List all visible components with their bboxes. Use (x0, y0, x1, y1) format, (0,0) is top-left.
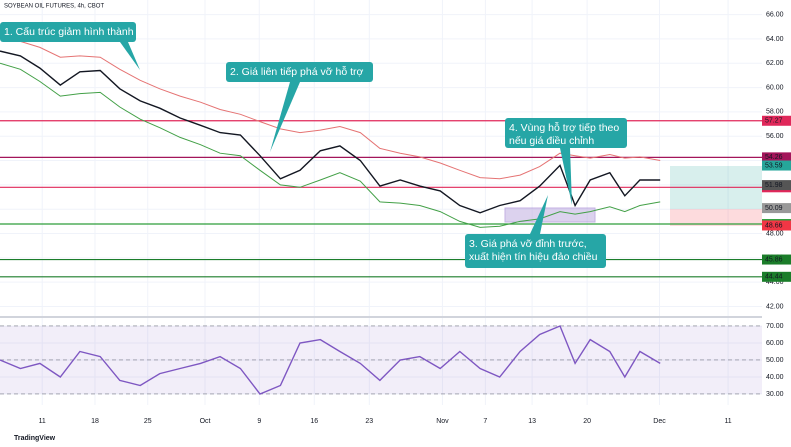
annotation-pointer (270, 82, 300, 152)
y-tick-label: 62.00 (766, 60, 784, 67)
x-tick-label: 20 (583, 418, 591, 425)
level-label-box (762, 115, 791, 126)
level-label: 44.44 (765, 274, 783, 281)
price-label: 51.98 (765, 182, 783, 189)
x-tick-label: 9 (257, 418, 261, 425)
price-label-box (762, 203, 791, 214)
series-line (0, 62, 661, 228)
x-tick-label: 18 (91, 418, 99, 425)
annotations: 1. Cấu trúc giảm hình thành 2. Giá liên t… (0, 22, 627, 268)
series-line (0, 50, 661, 214)
y-tick-label: 60.00 (766, 84, 784, 91)
level-label-box (762, 254, 791, 265)
price-label-box (762, 220, 791, 231)
annotation-text: xuất hiện tín hiệu đảo chiều (469, 251, 598, 263)
x-tick-label: Oct (200, 418, 211, 425)
price-label-box (762, 160, 791, 171)
price-label: 50.09 (765, 205, 783, 212)
y-tick-label: 30.00 (766, 391, 784, 398)
x-tick-label: 23 (365, 418, 373, 425)
y-tick-label: 40.00 (766, 374, 784, 381)
x-tick-label: 16 (310, 418, 318, 425)
x-tick-label: 13 (528, 418, 536, 425)
annotation-box (0, 22, 136, 42)
annotation-text: 3. Giá phá vỡ đỉnh trước, (469, 238, 587, 250)
level-label: 45.86 (765, 256, 783, 263)
level-label: 54.26 (765, 154, 783, 161)
stop-zone (670, 209, 762, 226)
annotation-box (505, 118, 627, 148)
annotation-pointer (120, 42, 140, 70)
level-label-box (762, 152, 791, 163)
annotation-text: nếu giá điều chỉnh (509, 135, 594, 147)
y-tick-label: 48.00 (766, 230, 784, 237)
level-label: 57.27 (765, 118, 783, 125)
annotation-box (465, 234, 606, 268)
annotation-text: 1. Cấu trúc giảm hình thành (4, 26, 134, 38)
x-tick-label: 11 (724, 418, 731, 425)
annotation-pointer (560, 148, 572, 205)
logo: TradingView (14, 435, 56, 442)
x-tick-label: Nov (436, 418, 449, 425)
y-tick-label: 64.00 (766, 36, 784, 43)
x-tick-label: Dec (653, 418, 666, 425)
series-line (0, 325, 661, 395)
y-tick-label: 50.00 (766, 357, 784, 364)
price-label: 53.59 (765, 162, 783, 169)
annotation-box (226, 62, 373, 82)
y-tick-label: 58.00 (766, 109, 784, 116)
y-tick-label: 42.00 (766, 303, 784, 310)
annotation-text: 2. Giá liên tiếp phá vỡ hỗ trợ (230, 65, 364, 78)
price-label: 48.66 (765, 222, 783, 229)
annotation-text: 4. Vùng hỗ trợ tiếp theo (509, 121, 619, 134)
x-tick-label: 7 (483, 418, 487, 425)
chart-title: SOYBEAN OIL FUTURES, 4h, CBOT (4, 4, 104, 10)
grid (0, 0, 762, 405)
level-label-box (762, 271, 791, 282)
y-tick-label: 70.00 (766, 323, 784, 330)
pane-separator (0, 316, 762, 318)
y-tick-label: 66.00 (766, 11, 784, 18)
y-tick-label: 60.00 (766, 340, 784, 347)
x-tick-label: 11 (39, 418, 46, 425)
y-tick-label: 56.00 (766, 133, 784, 140)
plot (0, 38, 762, 395)
price-label-box (762, 180, 791, 191)
y-tick-label: 44.00 (766, 279, 784, 286)
x-tick-label: 25 (144, 418, 152, 425)
annotation-pointer (530, 195, 548, 234)
